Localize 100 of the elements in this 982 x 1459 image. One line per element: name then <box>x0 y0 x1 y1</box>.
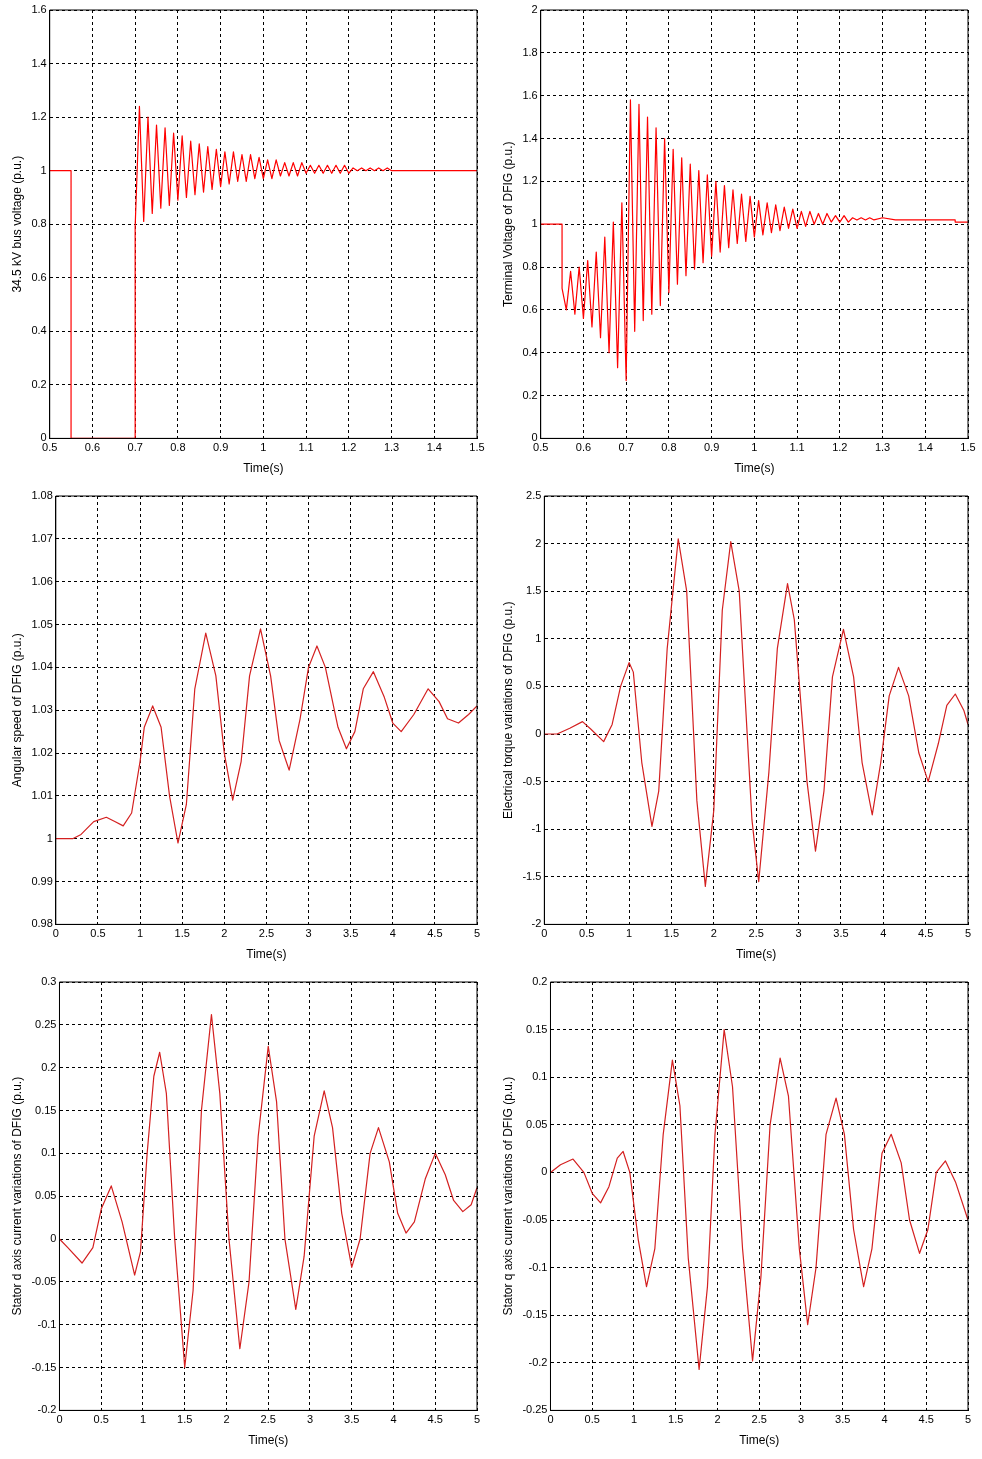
x-tick-label: 2 <box>714 1413 721 1426</box>
x-tick-label: 1 <box>751 441 758 454</box>
x-tick-label: 0.7 <box>618 441 634 454</box>
x-axis-title: Time(s) <box>243 461 284 476</box>
x-tick-label: 0.9 <box>212 441 229 454</box>
x-tick-label: 1.3 <box>874 441 891 454</box>
x-tick-label: 1.5 <box>469 441 485 454</box>
x-tick-label: 0.5 <box>579 927 595 940</box>
x-tick-label: 4 <box>880 927 887 940</box>
x-tick-label: 1.2 <box>832 441 848 454</box>
x-tick-label: 0.8 <box>170 441 186 454</box>
y-tick-label: 0 <box>40 431 47 444</box>
y-tick-label: 0.5 <box>526 679 542 692</box>
x-tick-label: 1.2 <box>341 441 357 454</box>
y-tick-label: 0.15 <box>526 1022 548 1035</box>
y-tick-label: -0.2 <box>37 1403 57 1416</box>
x-tick-label: 4 <box>390 1413 397 1426</box>
y-tick-label: 1.02 <box>31 746 53 759</box>
y-tick-label: 1.01 <box>31 788 53 801</box>
y-tick-label: 1.6 <box>31 3 47 16</box>
y-tick-label: 1.06 <box>31 574 53 587</box>
y-tick-label: 2 <box>531 3 538 16</box>
x-tick-label: 1 <box>260 441 267 454</box>
y-tick-label: 0.2 <box>522 388 538 401</box>
y-tick-label: -1.5 <box>522 869 542 882</box>
y-axis-title: Stator q axis current variations of DFIG (p.u.) <box>500 1076 515 1316</box>
x-tick-label: 3 <box>305 927 312 940</box>
y-tick-label: 0.25 <box>35 1017 57 1030</box>
x-tick-label: 0.5 <box>90 927 106 940</box>
y-tick-label: -2 <box>531 917 542 930</box>
x-tick-label: 0.6 <box>84 441 101 454</box>
x-tick-label: 1.1 <box>789 441 805 454</box>
x-tick-label: 2.5 <box>751 1413 767 1426</box>
x-tick-label: 2 <box>223 1413 230 1426</box>
x-axis-title: Time(s) <box>734 461 775 476</box>
x-tick-label: 1 <box>626 927 633 940</box>
x-tick-label: 2 <box>221 927 228 940</box>
x-tick-label: 1 <box>139 1413 147 1426</box>
y-tick-label: 0.1 <box>41 1146 57 1159</box>
y-tick-label: 1 <box>535 631 542 644</box>
y-tick-label: 1 <box>40 163 47 176</box>
y-tick-label: 0 <box>50 1232 57 1245</box>
y-tick-label: 0.2 <box>532 975 548 988</box>
y-axis-title: 34.5 kV bus voltage (p.u.) <box>9 155 24 293</box>
x-tick-label: 4 <box>881 1413 888 1426</box>
y-tick-label: 1.04 <box>31 660 53 673</box>
x-tick-label: 4 <box>389 927 396 940</box>
y-tick-label: -0.05 <box>522 1213 548 1226</box>
y-tick-label: 0.1 <box>532 1070 548 1083</box>
x-tick-label: 3.5 <box>342 927 359 940</box>
y-axis-title: Electrical torque variations of DFIG (p.u.) <box>500 601 515 819</box>
y-tick-label: 1.6 <box>522 88 538 101</box>
x-tick-label: 4.5 <box>427 927 443 940</box>
y-tick-label: 1.07 <box>31 531 53 544</box>
x-tick-label: 1 <box>136 927 144 940</box>
x-tick-label: 3 <box>306 1413 314 1426</box>
y-tick-label: -0.15 <box>522 1308 548 1321</box>
y-tick-label: 0.15 <box>35 1103 57 1116</box>
x-tick-label: 1.5 <box>668 1413 684 1426</box>
y-tick-label: 1.2 <box>522 174 538 187</box>
x-tick-label: 0.8 <box>661 441 677 454</box>
x-tick-label: 5 <box>964 1413 972 1426</box>
y-axis-title: Terminal Voltage of DFIG (p.u.) <box>500 141 515 307</box>
x-tick-label: 1.3 <box>383 441 400 454</box>
x-tick-label: 1.5 <box>177 1413 193 1426</box>
x-axis-title: Time(s) <box>739 1433 780 1448</box>
x-axis-title: Time(s) <box>736 947 777 962</box>
x-tick-label: 4.5 <box>918 1413 934 1426</box>
y-tick-label: 2 <box>535 536 542 549</box>
x-tick-label: 5 <box>473 927 481 940</box>
y-tick-label: 0 <box>531 431 538 444</box>
y-tick-label: -0.1 <box>37 1317 57 1330</box>
x-tick-label: 2.5 <box>748 927 764 940</box>
x-tick-label: 0.5 <box>93 1413 109 1426</box>
y-tick-label: 1.4 <box>522 131 538 144</box>
y-tick-label: 0.99 <box>31 874 53 887</box>
x-tick-label: 2.5 <box>260 1413 276 1426</box>
y-tick-label: 0 <box>535 727 542 740</box>
x-tick-label: 2.5 <box>258 927 275 940</box>
y-tick-label: 1 <box>46 831 53 844</box>
x-tick-label: 3.5 <box>833 927 849 940</box>
y-tick-label: 0.4 <box>31 324 47 337</box>
y-tick-label: 1.8 <box>522 45 538 58</box>
y-tick-label: 0.98 <box>31 917 53 930</box>
y-tick-label: 1.03 <box>31 703 53 716</box>
x-tick-label: 3 <box>795 927 802 940</box>
x-tick-label: 4.5 <box>917 927 934 940</box>
y-axis-title: Stator d axis current variations of DFIG (p.u.) <box>9 1076 24 1316</box>
y-tick-label: 2.5 <box>526 489 542 502</box>
x-tick-label: 0.6 <box>575 441 592 454</box>
x-tick-label: 0.5 <box>584 1413 600 1426</box>
x-tick-label: 5 <box>964 927 972 940</box>
y-tick-label: 1.08 <box>31 489 53 502</box>
x-tick-label: 1.5 <box>960 441 976 454</box>
y-tick-label: 0.3 <box>41 975 57 988</box>
y-tick-label: 1.05 <box>31 617 53 630</box>
y-tick-label: 0.05 <box>35 1189 57 1202</box>
x-axis-title: Time(s) <box>248 1433 289 1448</box>
y-tick-label: 0.2 <box>31 377 47 390</box>
y-tick-label: 0.4 <box>522 345 538 358</box>
